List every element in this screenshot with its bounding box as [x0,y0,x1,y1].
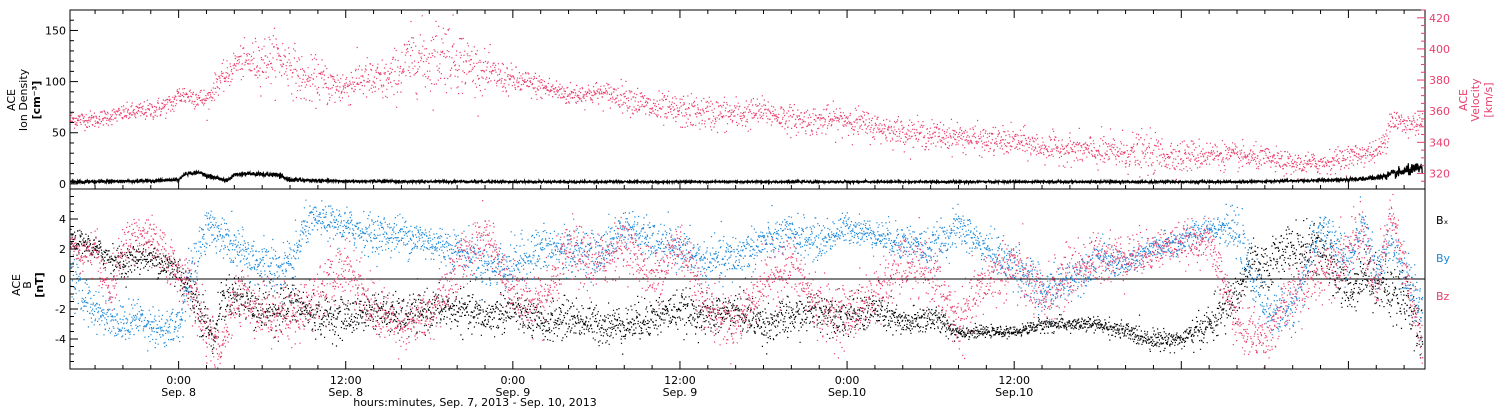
top-left-ylabel-line-3: [cm⁻³] [30,81,43,120]
bottom-left-tick-label: 0 [59,273,66,286]
top-x-ticks [94,10,1405,189]
x-tick-label-time: 0:00 [500,374,525,387]
top-right-tick-label: 340 [1429,136,1450,149]
x-tick-label-date: Sep. 9 [495,386,530,399]
series-ion-density [69,163,1423,186]
x-tick-label-time: 0:00 [166,374,191,387]
top-panel-data [69,14,1424,186]
x-tick-label-date: Sep. 8 [161,386,196,399]
top-left-tick-label: 150 [45,24,66,37]
top-left-ylabel-line-1: ACE [5,89,18,111]
ion-density-line [69,163,1423,186]
top-right-tick-label: 360 [1429,105,1450,118]
bottom-left-tick-label: -2 [55,303,66,316]
bottom-left-tick-label: 4 [59,213,66,226]
bottom-left-y-axis: -4 -2 0 2 4 [55,196,78,362]
magnetic-field-panel: -4 -2 0 2 4 ACE B [nT] Bₓ By Bz [10,188,1451,370]
legend-bz: Bz [1436,290,1450,303]
x-tick-label-date: Sep.10 [828,386,866,399]
legend-by: By [1436,252,1451,265]
velocity-points [70,14,1424,184]
top-left-ylabel-line-2: Ion Density [17,68,30,131]
x-tick-label-date: Sep. 9 [663,386,698,399]
bottom-ylabel-line-1: ACE [10,274,23,296]
series-velocity [70,14,1424,184]
x-tick-label-time: 12:00 [330,374,362,387]
b-component-points-0 [70,218,1424,359]
series-b-component-0 [70,218,1424,359]
bottom-panel-data [70,193,1424,369]
top-left-tick-label: 100 [45,76,66,89]
bottom-x-ticks [94,361,1405,369]
series-b-component-1 [70,196,1424,352]
x-tick-label-time: 12:00 [998,374,1030,387]
x-tick-label-time: 12:00 [664,374,696,387]
top-right-ylabel-line-1: ACE [1457,89,1470,111]
bottom-left-tick-label: 2 [59,243,66,256]
top-right-tick-label: 320 [1429,167,1450,180]
legend-bx: Bₓ [1436,214,1449,227]
x-tick-label-time: 0:00 [835,374,860,387]
top-right-tick-label: 400 [1429,43,1450,56]
top-right-ylabel-line-3: [km/s] [1482,82,1495,117]
x-tick-label-date: Sep. 8 [328,386,363,399]
top-right-tick-label: 380 [1429,74,1450,87]
top-right-y-axis: 320 340 360 380 400 420 [1417,9,1450,182]
top-right-tick-label: 420 [1429,12,1450,25]
top-right-ylabel-line-2: Velocity [1469,78,1482,122]
top-left-y-axis: 0 50 100 150 [45,19,78,191]
x-tick-label-date: Sep.10 [995,386,1033,399]
bottom-ylabel-line-2: B [21,281,34,289]
bottom-left-tick-label: -4 [55,333,66,346]
x-axis-label: hours:minutes, Sep. 7, 2013 - Sep. 10, 2… [353,396,597,409]
b-component-points-1 [70,196,1424,352]
bottom-ylabel-line-3: [nT] [33,272,46,297]
density-velocity-panel: 0 50 100 150 320 340 360 380 400 420 ACE Ion Den… [5,9,1495,191]
top-left-tick-label: 50 [52,127,66,140]
top-left-tick-label: 0 [59,178,66,191]
